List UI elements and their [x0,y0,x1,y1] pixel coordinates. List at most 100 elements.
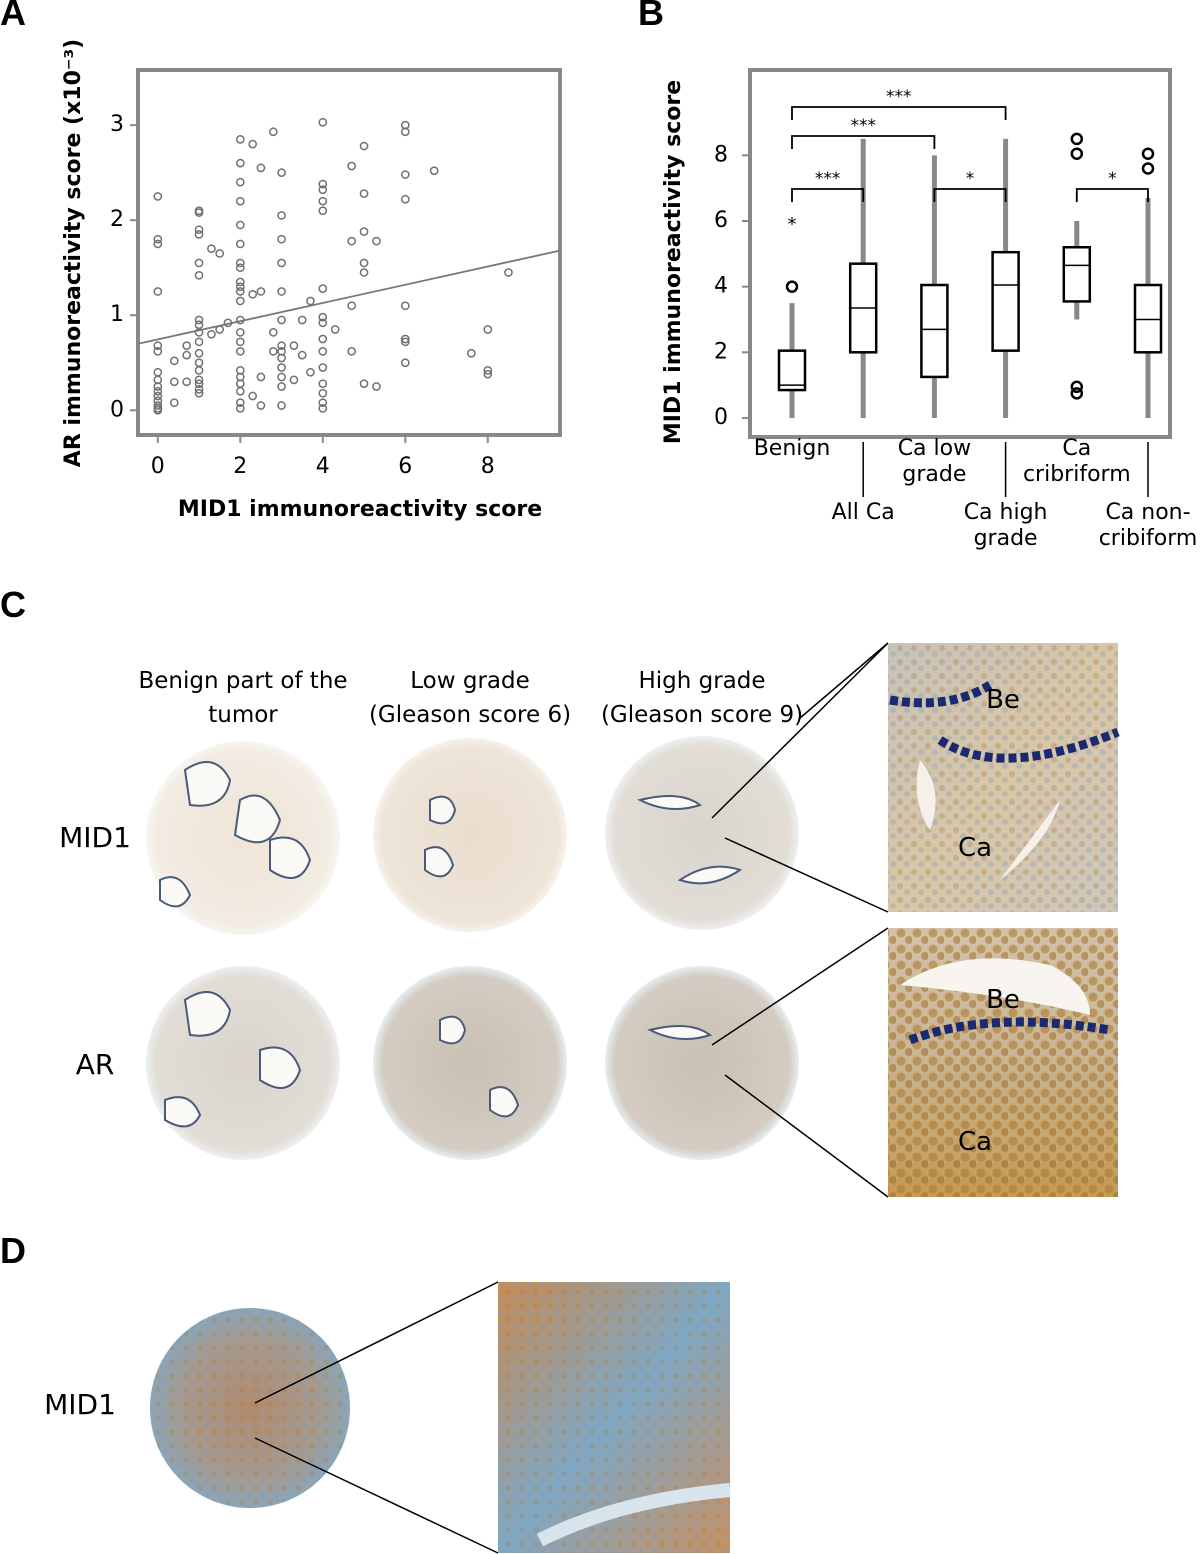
significance-bracket [791,106,1007,120]
tissue-core [373,966,567,1160]
point [235,287,245,296]
point [194,388,204,398]
point [400,337,410,347]
point [277,341,286,351]
point [235,386,245,396]
box [1062,246,1092,303]
point [194,258,204,268]
point [169,398,179,408]
point [359,268,369,277]
row-label: MID1 [59,821,131,854]
box [1133,283,1163,354]
panel-d-images [150,1281,731,1554]
point [256,163,266,173]
y-tick-label: 2 [110,207,124,232]
outlier [1070,147,1084,160]
point [318,206,328,216]
significance-bracket [1075,188,1149,202]
column-label: Low grade (Gleason score 6) [368,668,572,728]
point [400,127,410,137]
point [483,366,493,375]
point [256,372,266,382]
point [153,234,163,244]
category-label: Ca non-cribiform [1098,500,1198,551]
point [235,177,245,187]
x-tick-label: 2 [233,454,247,479]
point [235,282,245,292]
point [277,363,286,372]
point [194,385,204,394]
point [318,363,328,372]
point [277,234,286,244]
point [347,161,357,171]
panel-label: A [0,0,26,33]
point [318,179,328,189]
category-label: Ca low grade [897,436,972,487]
point [169,356,179,366]
plot-frame [136,68,562,437]
point [194,348,204,358]
point [194,208,204,217]
point [256,287,266,296]
point [306,367,315,377]
point [483,369,493,379]
x-axis-label: MID1 immunoreactivity score [178,497,542,522]
point [297,315,307,325]
significance-label: *** [886,87,912,107]
point [318,185,328,195]
point [277,258,286,268]
category-label: Ca cribriform [1022,436,1131,487]
trend-line [137,249,561,345]
point [400,334,410,344]
tissue-core [146,966,340,1160]
point [318,117,328,127]
point [277,211,286,220]
inset-label: Ca [957,1127,993,1157]
point [235,258,245,268]
row-label: AR [75,1048,115,1081]
point [153,401,163,410]
point [347,236,357,246]
y-tick-label: 8 [714,142,728,167]
y-tick-label: 1 [110,302,124,327]
point [235,277,245,287]
point [235,404,245,413]
point [235,196,245,206]
point [359,189,369,198]
point [268,347,278,356]
point [235,347,245,356]
point [235,398,245,408]
y-tick-label: 3 [110,112,124,137]
point [277,353,286,363]
point [248,289,258,299]
point [248,139,258,149]
point [347,347,357,356]
point [153,391,163,401]
point [483,325,493,334]
tissue-core [605,966,799,1160]
significance-label: *** [850,116,876,136]
point [207,244,216,254]
point [153,367,163,377]
point [400,358,410,368]
point [153,287,163,296]
point [400,170,410,179]
significance-label: * [966,169,975,189]
x-tick-label: 0 [151,454,165,479]
inset-label: Be [986,685,1020,715]
tissue-core [605,736,799,930]
point [277,401,286,410]
point [215,249,225,258]
point [359,227,369,236]
point [235,327,245,337]
point [359,379,369,389]
point [318,388,328,398]
point [235,337,245,347]
inset-label: Ca [957,833,993,863]
panel-label: D [0,1230,26,1271]
tissue-texture [150,1308,350,1508]
y-axis-label: AR immunoreactivity score (x10⁻³) [61,39,86,467]
inset-label: Be [986,985,1020,1015]
panel-label: C [0,584,26,625]
